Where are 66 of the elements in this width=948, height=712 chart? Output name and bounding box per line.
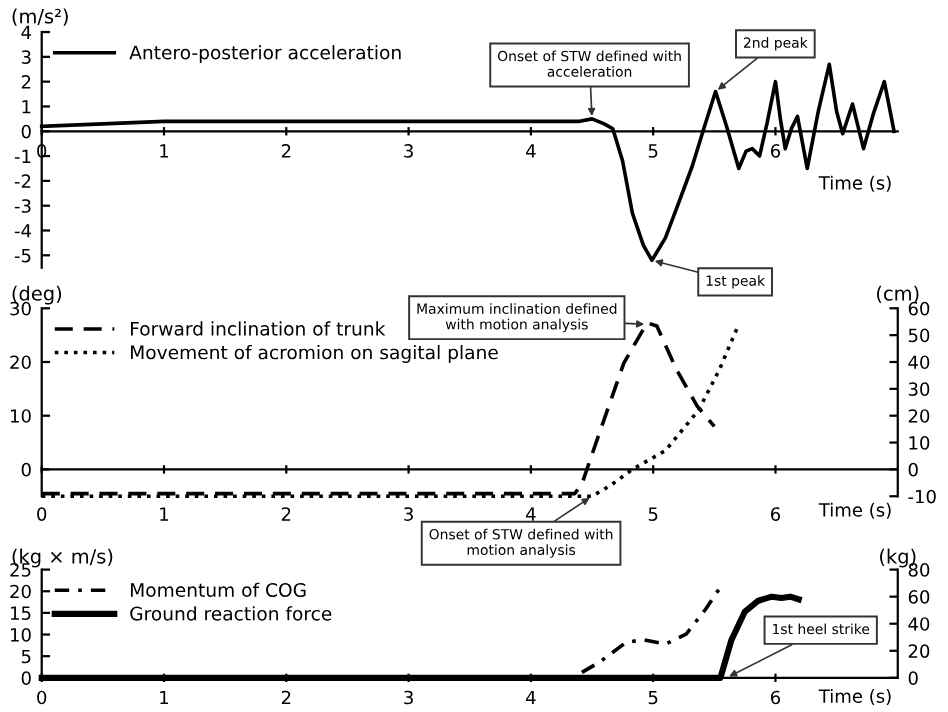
y2-tick-label: 10 <box>909 436 930 450</box>
y-tick-label: 4 <box>21 25 31 39</box>
x-tick-label: 2 <box>281 690 291 705</box>
legend-label: Ground reaction force <box>130 606 332 621</box>
y2-tick-label: 30 <box>908 382 930 396</box>
y-tick-label: -2 <box>14 174 31 188</box>
x-axis-title: Time (s) <box>818 175 891 192</box>
y-tick-label: 10 <box>11 409 31 423</box>
x-tick-label: 5 <box>648 690 658 705</box>
y2-tick-label: 0 <box>908 462 918 477</box>
y-axis-title: (kg × m/s) <box>12 548 113 568</box>
x-tick-label: 1 <box>160 507 169 521</box>
y-tick-label: 15 <box>11 606 31 621</box>
x-tick-label: 0 <box>37 690 47 705</box>
y-tick-label: 0 <box>21 462 31 477</box>
y-tick-label: 20 <box>10 355 31 370</box>
x-tick-label: 4 <box>526 507 536 521</box>
x-tick-label: 3 <box>404 690 413 705</box>
y2-tick-label: 80 <box>908 563 930 577</box>
y-tick-label: 5 <box>21 649 31 664</box>
x-tick-label: 5 <box>648 144 658 158</box>
legend-label: Forward inclination of trunk <box>131 321 386 336</box>
y-tick-label: 25 <box>10 563 31 577</box>
x-tick-label: 6 <box>770 507 781 521</box>
y2-tick-label: 20 <box>908 409 930 423</box>
y2-tick-label: 40 <box>908 355 930 370</box>
y-axis-title: (deg) <box>12 285 62 305</box>
x-tick-label: 1 <box>160 144 169 158</box>
legend-label: Antero-posterior acceleration <box>129 45 401 64</box>
x-tick-label: 3 <box>404 507 413 521</box>
y-tick-label: 10 <box>11 627 31 642</box>
y-tick-label: -5 <box>14 249 31 263</box>
y-tick-label: 20 <box>10 584 31 599</box>
y-tick-label: 0 <box>21 124 31 139</box>
x-tick-label: 1 <box>160 690 169 705</box>
x-tick-label: 4 <box>526 690 536 705</box>
y-tick-label: 2 <box>21 75 31 89</box>
y-tick-label: 1 <box>22 100 31 114</box>
x-tick-label: 3 <box>404 144 413 158</box>
x-tick-label: 0 <box>37 507 47 521</box>
y2-tick-label: 0 <box>908 671 918 685</box>
x-tick-label: 2 <box>281 144 291 158</box>
x-tick-label: 6 <box>770 144 781 158</box>
y2-tick-label: 50 <box>908 328 930 343</box>
y2-axis-title: (kg) <box>880 548 916 568</box>
y-axis-title: (m/s²) <box>12 8 68 26</box>
y2-tick-label: 60 <box>908 301 930 316</box>
y-tick-label: -4 <box>14 224 31 238</box>
y-tick-label: 3 <box>21 50 31 64</box>
x-tick-label: 2 <box>281 507 291 521</box>
y2-axis-title: (cm) <box>877 285 919 304</box>
x-axis-title: Time (s) <box>818 502 891 519</box>
y2-tick-label: -10 <box>908 489 936 504</box>
legend-label: Momentum of COG <box>131 582 306 598</box>
y2-tick-label: 20 <box>908 644 930 658</box>
x-tick-label: 6 <box>770 690 781 705</box>
y-tick-label: -1 <box>14 149 31 163</box>
x-axis-title: Time (s) <box>818 688 891 706</box>
y-tick-label: -3 <box>14 199 31 213</box>
y2-tick-label: 60 <box>908 590 930 604</box>
y-tick-label: 0 <box>21 671 31 685</box>
x-tick-label: 5 <box>648 507 658 521</box>
legend-label: Movement of acromion on sagital plane <box>131 344 498 363</box>
x-tick-label: 4 <box>526 144 536 158</box>
y2-tick-label: 40 <box>908 617 930 631</box>
y-tick-label: 30 <box>10 301 31 316</box>
